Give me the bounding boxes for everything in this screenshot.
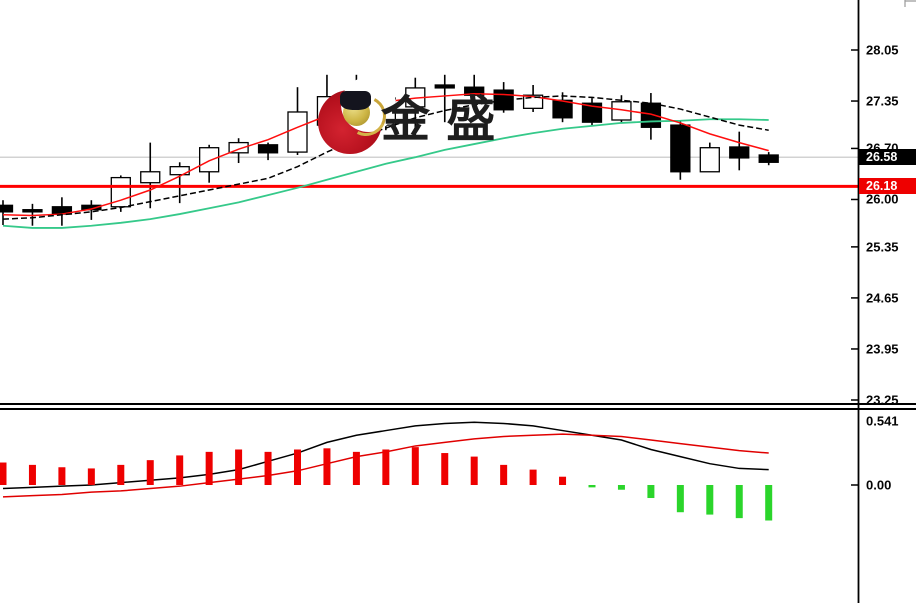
- price-tick-label: 24.65: [866, 290, 899, 306]
- price-tick-label: 27.35: [866, 93, 899, 109]
- indicator-tick-label: 0.00: [866, 477, 892, 493]
- price-tick-label: 23.25: [866, 392, 899, 408]
- price-tick-label: 25.35: [866, 239, 899, 255]
- alert-price-badge: 26.18: [859, 178, 916, 195]
- watermark-logo: [316, 77, 396, 160]
- current-price-badge: 26.58: [859, 149, 916, 166]
- indicator-tick-label: 0.541: [866, 413, 899, 429]
- watermark-text: 金 盛: [381, 92, 498, 147]
- price-tick-label: 28.05: [866, 42, 899, 58]
- logo-dark-cap-icon: [340, 91, 371, 110]
- price-tick-label: 23.95: [866, 341, 899, 357]
- price-tick-label: 26.00: [866, 191, 899, 207]
